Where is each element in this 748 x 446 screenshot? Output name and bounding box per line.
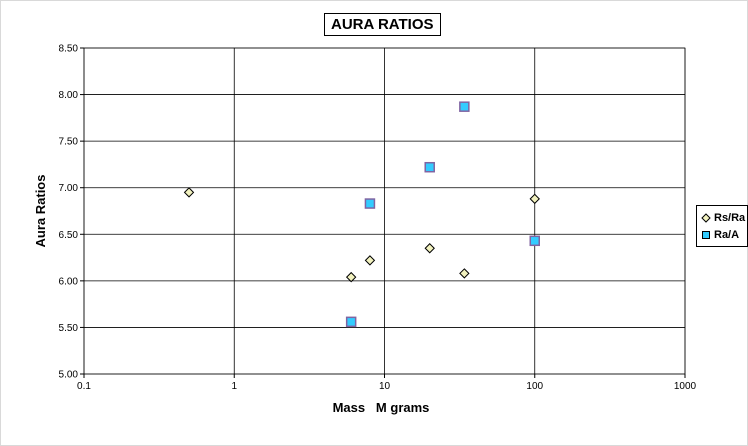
x-tick-label: 10 <box>379 381 391 392</box>
y-axis-title: Aura Ratios <box>33 175 48 248</box>
tick-labels: 5.00 5.50 6.00 6.50 7.00 7.50 8.00 8.50 0.1 1 10 10… <box>59 44 697 393</box>
legend: Rs/Ra Ra/A <box>696 205 748 247</box>
y-tick-label: 5.50 <box>59 323 79 334</box>
y-tick-label: 6.50 <box>59 230 79 241</box>
data-point-rs-ra <box>529 193 540 205</box>
y-tick-label: 6.00 <box>59 276 79 287</box>
x-tick-label: 1000 <box>674 381 697 392</box>
data-point-ra-a <box>424 161 435 173</box>
data-point-rs-ra <box>459 268 470 279</box>
legend-label-ra-a: Ra/A <box>714 229 740 241</box>
data-point-ra-a <box>459 101 470 112</box>
chart-title: AURA RATIOS <box>324 13 441 36</box>
data-point-rs-ra <box>183 187 195 198</box>
diamond-marker-icon <box>701 213 711 223</box>
data-point-ra-a <box>345 316 357 328</box>
data-point-ra-a <box>529 235 540 247</box>
y-tick-label: 7.50 <box>59 137 79 148</box>
x-tick-label: 0.1 <box>77 381 91 392</box>
y-tick-label: 7.00 <box>59 183 79 194</box>
data-point-ra-a <box>364 198 376 209</box>
legend-label-rs-ra: Rs/Ra <box>714 212 746 224</box>
data-points <box>183 101 540 328</box>
data-point-rs-ra <box>424 243 435 254</box>
legend-item-ra-a: Ra/A <box>701 228 739 242</box>
x-axis-title: Mass M grams <box>333 400 430 415</box>
data-point-rs-ra <box>345 271 357 283</box>
x-tick-label: 100 <box>526 381 543 392</box>
gridlines <box>80 47 686 378</box>
y-tick-label: 5.00 <box>59 370 79 381</box>
legend-item-rs-ra: Rs/Ra <box>701 211 745 225</box>
y-tick-label: 8.50 <box>59 44 79 55</box>
square-marker-icon <box>702 231 710 239</box>
data-point-rs-ra <box>364 255 376 266</box>
y-tick-label: 8.00 <box>59 90 79 101</box>
x-tick-label: 1 <box>231 381 237 392</box>
